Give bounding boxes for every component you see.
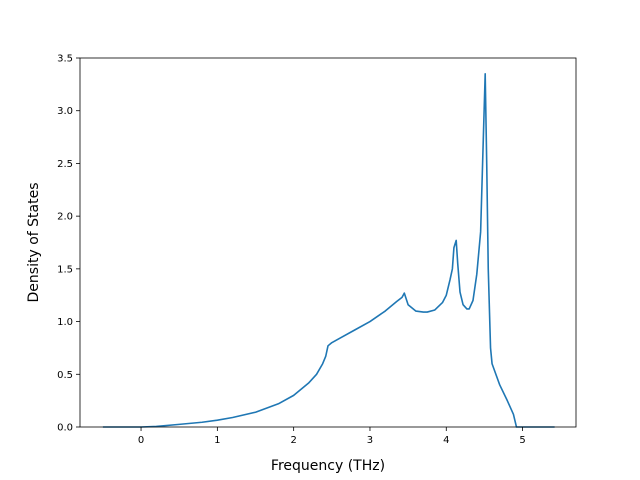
x-tick-label: 5 [519, 435, 525, 446]
x-tick-label: 4 [443, 435, 449, 446]
plot-area [102, 73, 555, 428]
x-axis-title: Frequency (THz) [271, 458, 385, 474]
axis-ticks: 0 1 2 3 4 5 0.0 0.5 1.0 1.5 2.0 2.5 3.0 3.5 [57, 54, 526, 447]
x-tick-label: 3 [367, 435, 373, 446]
dos-series-line [102, 73, 555, 428]
y-tick-label: 0.5 [57, 370, 73, 381]
axes-frame [79, 57, 577, 428]
y-tick-label: 2.0 [57, 212, 73, 223]
y-tick-label: 1.0 [57, 317, 73, 328]
y-tick-label: 2.5 [57, 159, 73, 170]
x-tick-label: 0 [138, 435, 144, 446]
y-axis-title: Density of States [26, 183, 42, 303]
x-tick-label: 1 [214, 435, 220, 446]
x-tick-label: 2 [290, 435, 296, 446]
y-tick-label: 1.5 [57, 264, 73, 275]
y-tick-label: 3.5 [57, 54, 73, 65]
y-tick-label: 0.0 [57, 423, 73, 434]
y-tick-label: 3.0 [57, 106, 73, 117]
